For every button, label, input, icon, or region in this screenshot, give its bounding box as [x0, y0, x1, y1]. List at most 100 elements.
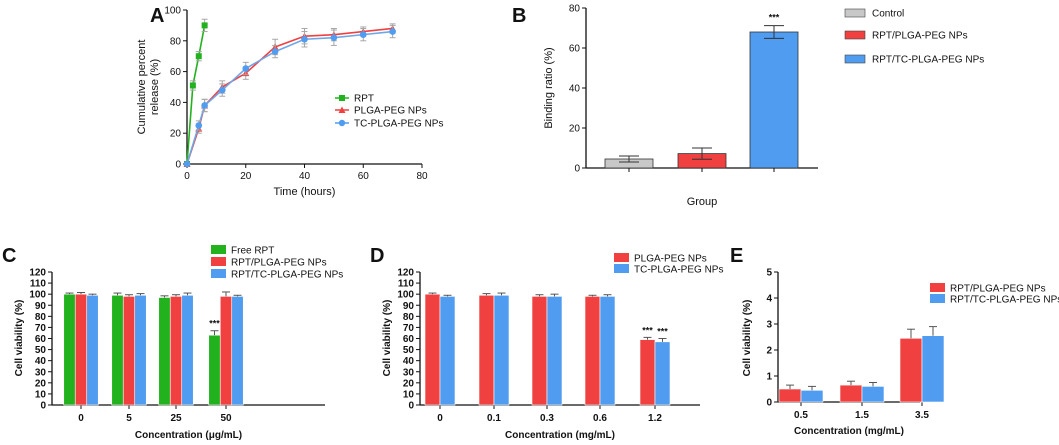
bar-tc-plga-peg-nps: [439, 296, 456, 406]
y-axis-title: Cell viability (%): [382, 300, 393, 377]
y-tick-label: 40: [569, 84, 581, 95]
y-tick-label: 50: [35, 345, 47, 356]
y-tick-label: 30: [403, 367, 415, 378]
bar-plga-peg-nps: [639, 339, 656, 406]
y-tick-label: 70: [403, 323, 415, 334]
panel-letter-c: C: [2, 245, 16, 267]
bar-rpt-tc-plga-peg-nps: [231, 296, 244, 406]
y-tick-label: 5: [766, 268, 772, 279]
x-axis-title: Concentration (μg/mL): [135, 430, 242, 441]
y-tick-label: 70: [35, 323, 47, 334]
bar-plga-peg-nps: [584, 296, 601, 406]
bar-rpt-plga-peg-nps: [219, 296, 233, 406]
y-tick-label: 0: [40, 401, 46, 412]
y-tick-label: 120: [397, 268, 414, 279]
bar-rpt-tc-plga-peg-nps: [800, 389, 824, 403]
y-tick-label: 110: [398, 279, 415, 290]
bar-free-rpt: [111, 294, 124, 406]
x-tick-label: 0.6: [593, 413, 607, 424]
y-tick-label: 1: [766, 372, 772, 383]
legend-label: RPT/PLGA-PEG NPs: [950, 284, 1046, 295]
bar-rpt-tc-plga-peg-nps: [86, 294, 99, 406]
y-tick-label: 90: [403, 301, 415, 312]
y-tick-label: 10: [35, 389, 47, 400]
data-point: [389, 28, 396, 35]
bar-rpt-tc-plga-peg-nps: [861, 386, 885, 403]
y-tick-label: 110: [30, 279, 47, 290]
bar-free-rpt: [208, 334, 221, 406]
y-tick-label: 90: [35, 301, 47, 312]
legend-label: Control: [872, 9, 904, 20]
legend-swatch: [844, 54, 866, 64]
bar-rpt-tc-plga-peg-nps: [134, 294, 147, 406]
legend-marker: [338, 119, 346, 127]
data-point: [183, 160, 191, 168]
bar-free-rpt: [158, 297, 171, 406]
data-point: [195, 53, 202, 60]
bar-rpt-tc-plga-peg-nps: [749, 31, 799, 169]
series-line-rpt: [186, 25, 206, 165]
data-point: [359, 31, 367, 38]
y-tick-label: 3: [766, 320, 772, 331]
legend-label: PLGA-PEG NPs: [354, 106, 427, 117]
x-tick-label: 25: [170, 413, 182, 424]
legend-label: Free RPT: [231, 246, 274, 257]
legend-label: RPT/TC-PLGA-PEG NPs: [872, 55, 984, 66]
y-tick-label: 60: [35, 334, 47, 345]
bar-rpt-plga-peg-nps: [839, 384, 863, 403]
panel-letter-a: A: [150, 5, 164, 27]
y-axis-title: Cumulative percent: [136, 40, 148, 135]
x-axis-title: Group: [687, 196, 718, 208]
x-axis-title: Concentration (mg/mL): [505, 430, 615, 441]
legend-swatch: [211, 257, 226, 266]
y-tick-label: 50: [403, 345, 415, 356]
legend-swatch: [614, 253, 629, 262]
bar-rpt-plga-peg-nps: [122, 296, 136, 406]
y-tick-label: 20: [35, 378, 47, 389]
chart-b: 0 20 40 60 80 *** Group Binding ratio (%) Contro…: [543, 4, 984, 209]
legend-swatch: [930, 294, 945, 303]
significance-label: ***: [209, 319, 220, 329]
legend-label: TC-PLGA-PEG NPs: [634, 265, 723, 276]
panel-letter-b: B: [512, 5, 526, 27]
y-tick-label: 0: [766, 398, 772, 409]
legend-swatch: [844, 8, 866, 18]
y-tick-label: 20: [170, 129, 182, 140]
x-axis-title: Time (hours): [274, 186, 336, 198]
x-tick-label: 50: [220, 413, 232, 424]
y-tick-label: 10: [403, 389, 415, 400]
data-point: [201, 102, 208, 109]
legend-label: RPT: [354, 94, 374, 105]
chart-a: 0 20 40 60 80 100 0 20 40 60 80 Time (hours) Cumulat…: [136, 6, 443, 199]
bar-tc-plga-peg-nps: [546, 296, 563, 406]
data-point: [271, 48, 279, 55]
data-point: [195, 122, 203, 129]
bar-rpt-plga-peg-nps: [74, 293, 88, 406]
legend-label: RPT/TC-PLGA-PEG NPs: [950, 295, 1059, 306]
legend-marker: [339, 95, 345, 101]
y-tick-label: 2: [766, 346, 772, 357]
y-tick-label: 40: [403, 356, 415, 367]
y-tick-label: 100: [164, 6, 181, 17]
legend-label: RPT/PLGA-PEG NPs: [872, 31, 968, 42]
significance-label: ***: [769, 13, 780, 23]
y-tick-label: 100: [29, 290, 46, 301]
data-point: [301, 35, 308, 43]
x-tick-label: 1.5: [855, 410, 869, 421]
legend-label: PLGA-PEG NPs: [634, 254, 707, 265]
bar-rpt-plga-peg-nps: [169, 296, 183, 406]
x-tick-label: 0: [78, 413, 84, 424]
bar-plga-peg-nps: [478, 294, 495, 406]
legend-label: RPT/TC-PLGA-PEG NPs: [231, 270, 343, 281]
y-tick-label: 20: [569, 124, 581, 135]
chart-e: 0 1 2 3 4 5 0.5 1.5 3.5 Concentration (mg/mL) Cell…: [742, 268, 1059, 438]
legend-swatch: [211, 245, 226, 254]
x-tick-label: 0: [184, 171, 190, 182]
y-tick-label: 0: [175, 160, 181, 171]
y-tick-label: 100: [397, 290, 414, 301]
bar-tc-plga-peg-nps: [493, 294, 510, 406]
